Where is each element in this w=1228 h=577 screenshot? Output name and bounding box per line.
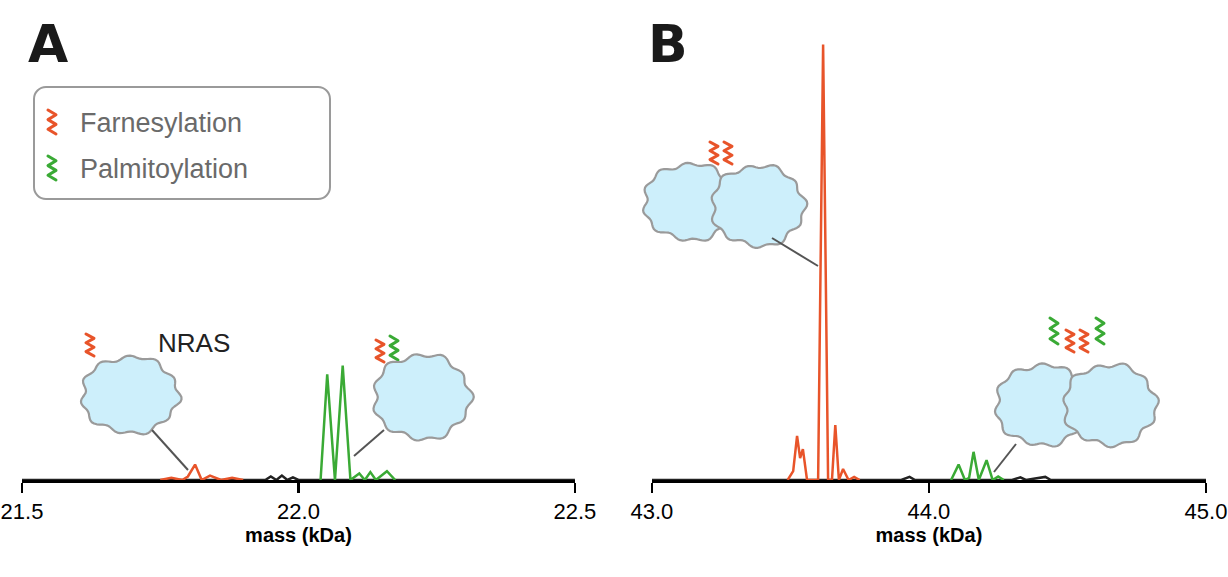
svg-text:mass (kDa): mass (kDa) (245, 524, 352, 546)
svg-text:22.0: 22.0 (277, 499, 320, 524)
svg-text:44.0: 44.0 (908, 499, 951, 524)
svg-text:21.5: 21.5 (1, 499, 44, 524)
svg-text:22.5: 22.5 (554, 499, 597, 524)
svg-text:45.0: 45.0 (1185, 499, 1228, 524)
svg-text:Palmitoylation: Palmitoylation (80, 154, 248, 184)
svg-text:B: B (648, 14, 688, 74)
svg-text:NRAS: NRAS (158, 328, 230, 358)
svg-text:mass (kDa): mass (kDa) (876, 524, 983, 546)
svg-text:Farnesylation: Farnesylation (80, 108, 242, 138)
svg-text:43.0: 43.0 (630, 499, 673, 524)
svg-text:A: A (28, 14, 68, 74)
